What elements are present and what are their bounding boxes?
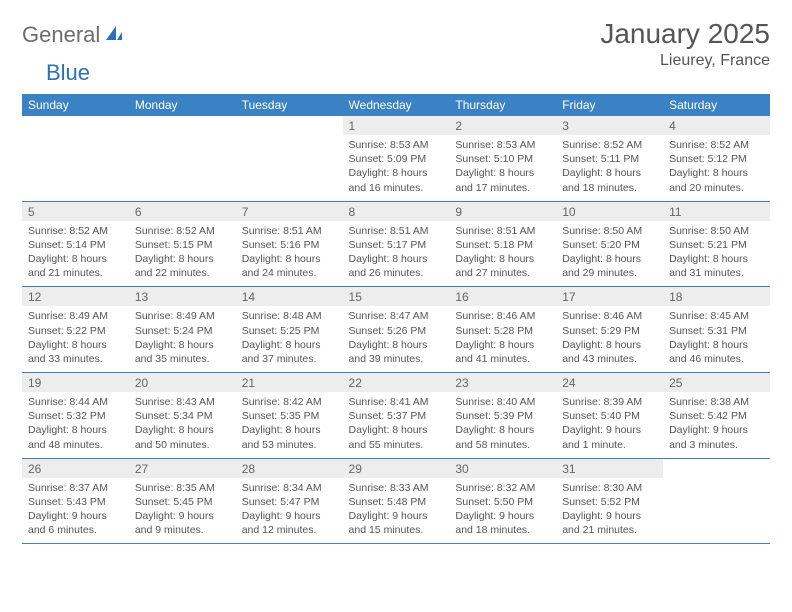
calendar-body: 1234Sunrise: 8:53 AMSunset: 5:09 PMDayli… [22, 116, 770, 544]
day-number-cell [22, 116, 129, 135]
day-detail-cell: Sunrise: 8:42 AMSunset: 5:35 PMDaylight:… [236, 392, 343, 458]
day-detail-cell: Sunrise: 8:51 AMSunset: 5:16 PMDaylight:… [236, 221, 343, 287]
day-number-cell [236, 116, 343, 135]
day-detail-cell: Sunrise: 8:35 AMSunset: 5:45 PMDaylight:… [129, 478, 236, 544]
weekday-header: Friday [556, 94, 663, 116]
day-detail-cell: Sunrise: 8:44 AMSunset: 5:32 PMDaylight:… [22, 392, 129, 458]
day-number-cell: 10 [556, 201, 663, 221]
month-title: January 2025 [600, 18, 770, 50]
day-detail-cell: Sunrise: 8:51 AMSunset: 5:17 PMDaylight:… [343, 221, 450, 287]
day-number-cell: 31 [556, 458, 663, 478]
location-label: Lieurey, France [600, 52, 770, 70]
day-detail-row: Sunrise: 8:37 AMSunset: 5:43 PMDaylight:… [22, 478, 770, 544]
day-number-cell: 25 [663, 373, 770, 393]
day-number-cell: 18 [663, 287, 770, 307]
day-number-cell: 8 [343, 201, 450, 221]
day-detail-cell: Sunrise: 8:48 AMSunset: 5:25 PMDaylight:… [236, 306, 343, 372]
day-number-row: 1234 [22, 116, 770, 135]
calendar-table: Sunday Monday Tuesday Wednesday Thursday… [22, 94, 770, 544]
day-detail-cell: Sunrise: 8:45 AMSunset: 5:31 PMDaylight:… [663, 306, 770, 372]
weekday-header: Thursday [449, 94, 556, 116]
weekday-header: Sunday [22, 94, 129, 116]
day-number-cell: 29 [343, 458, 450, 478]
day-number-cell: 16 [449, 287, 556, 307]
day-detail-cell: Sunrise: 8:43 AMSunset: 5:34 PMDaylight:… [129, 392, 236, 458]
day-number-cell: 23 [449, 373, 556, 393]
day-number-cell: 1 [343, 116, 450, 135]
day-number-cell: 27 [129, 458, 236, 478]
day-detail-cell: Sunrise: 8:52 AMSunset: 5:15 PMDaylight:… [129, 221, 236, 287]
weekday-header-row: Sunday Monday Tuesday Wednesday Thursday… [22, 94, 770, 116]
day-number-cell: 26 [22, 458, 129, 478]
day-number-cell: 21 [236, 373, 343, 393]
day-detail-cell: Sunrise: 8:47 AMSunset: 5:26 PMDaylight:… [343, 306, 450, 372]
day-number-row: 567891011 [22, 201, 770, 221]
day-detail-cell: Sunrise: 8:40 AMSunset: 5:39 PMDaylight:… [449, 392, 556, 458]
day-detail-cell: Sunrise: 8:53 AMSunset: 5:09 PMDaylight:… [343, 135, 450, 201]
day-detail-cell: Sunrise: 8:53 AMSunset: 5:10 PMDaylight:… [449, 135, 556, 201]
day-detail-cell: Sunrise: 8:39 AMSunset: 5:40 PMDaylight:… [556, 392, 663, 458]
day-number-cell: 12 [22, 287, 129, 307]
day-number-cell: 5 [22, 201, 129, 221]
day-number-row: 12131415161718 [22, 287, 770, 307]
day-number-row: 262728293031 [22, 458, 770, 478]
day-number-cell: 4 [663, 116, 770, 135]
day-detail-cell: Sunrise: 8:33 AMSunset: 5:48 PMDaylight:… [343, 478, 450, 544]
day-detail-row: Sunrise: 8:52 AMSunset: 5:14 PMDaylight:… [22, 221, 770, 287]
day-number-cell: 9 [449, 201, 556, 221]
day-number-cell: 2 [449, 116, 556, 135]
day-detail-cell [236, 135, 343, 201]
day-number-cell: 3 [556, 116, 663, 135]
logo-sail-icon [104, 24, 124, 47]
day-detail-cell: Sunrise: 8:51 AMSunset: 5:18 PMDaylight:… [449, 221, 556, 287]
day-detail-cell: Sunrise: 8:52 AMSunset: 5:12 PMDaylight:… [663, 135, 770, 201]
day-detail-cell: Sunrise: 8:52 AMSunset: 5:14 PMDaylight:… [22, 221, 129, 287]
day-number-cell: 19 [22, 373, 129, 393]
day-detail-cell: Sunrise: 8:32 AMSunset: 5:50 PMDaylight:… [449, 478, 556, 544]
title-block: January 2025 Lieurey, France [600, 18, 770, 70]
logo: General [22, 18, 126, 48]
day-detail-cell [129, 135, 236, 201]
day-number-cell: 28 [236, 458, 343, 478]
day-number-cell [663, 458, 770, 478]
day-number-cell: 20 [129, 373, 236, 393]
day-detail-cell: Sunrise: 8:49 AMSunset: 5:24 PMDaylight:… [129, 306, 236, 372]
day-number-cell: 15 [343, 287, 450, 307]
day-number-cell: 7 [236, 201, 343, 221]
day-number-cell: 22 [343, 373, 450, 393]
day-detail-cell: Sunrise: 8:46 AMSunset: 5:28 PMDaylight:… [449, 306, 556, 372]
day-detail-cell: Sunrise: 8:37 AMSunset: 5:43 PMDaylight:… [22, 478, 129, 544]
day-number-cell: 13 [129, 287, 236, 307]
weekday-header: Tuesday [236, 94, 343, 116]
day-number-cell: 14 [236, 287, 343, 307]
day-number-cell: 6 [129, 201, 236, 221]
day-detail-cell: Sunrise: 8:52 AMSunset: 5:11 PMDaylight:… [556, 135, 663, 201]
day-detail-cell: Sunrise: 8:50 AMSunset: 5:21 PMDaylight:… [663, 221, 770, 287]
weekday-header: Monday [129, 94, 236, 116]
day-number-cell: 11 [663, 201, 770, 221]
weekday-header: Wednesday [343, 94, 450, 116]
day-detail-row: Sunrise: 8:53 AMSunset: 5:09 PMDaylight:… [22, 135, 770, 201]
day-detail-row: Sunrise: 8:44 AMSunset: 5:32 PMDaylight:… [22, 392, 770, 458]
day-detail-cell: Sunrise: 8:50 AMSunset: 5:20 PMDaylight:… [556, 221, 663, 287]
weekday-header: Saturday [663, 94, 770, 116]
day-detail-cell: Sunrise: 8:38 AMSunset: 5:42 PMDaylight:… [663, 392, 770, 458]
day-number-cell: 17 [556, 287, 663, 307]
day-number-cell: 30 [449, 458, 556, 478]
day-detail-cell [22, 135, 129, 201]
day-detail-cell [663, 478, 770, 544]
day-detail-cell: Sunrise: 8:46 AMSunset: 5:29 PMDaylight:… [556, 306, 663, 372]
day-detail-cell: Sunrise: 8:49 AMSunset: 5:22 PMDaylight:… [22, 306, 129, 372]
day-detail-row: Sunrise: 8:49 AMSunset: 5:22 PMDaylight:… [22, 306, 770, 372]
day-detail-cell: Sunrise: 8:34 AMSunset: 5:47 PMDaylight:… [236, 478, 343, 544]
day-detail-cell: Sunrise: 8:41 AMSunset: 5:37 PMDaylight:… [343, 392, 450, 458]
day-number-row: 19202122232425 [22, 373, 770, 393]
calendar-page: General January 2025 Lieurey, France Blu… [0, 0, 792, 554]
logo-text-blue: Blue [46, 60, 90, 86]
day-number-cell [129, 116, 236, 135]
day-number-cell: 24 [556, 373, 663, 393]
day-detail-cell: Sunrise: 8:30 AMSunset: 5:52 PMDaylight:… [556, 478, 663, 544]
logo-text-general: General [22, 22, 100, 48]
